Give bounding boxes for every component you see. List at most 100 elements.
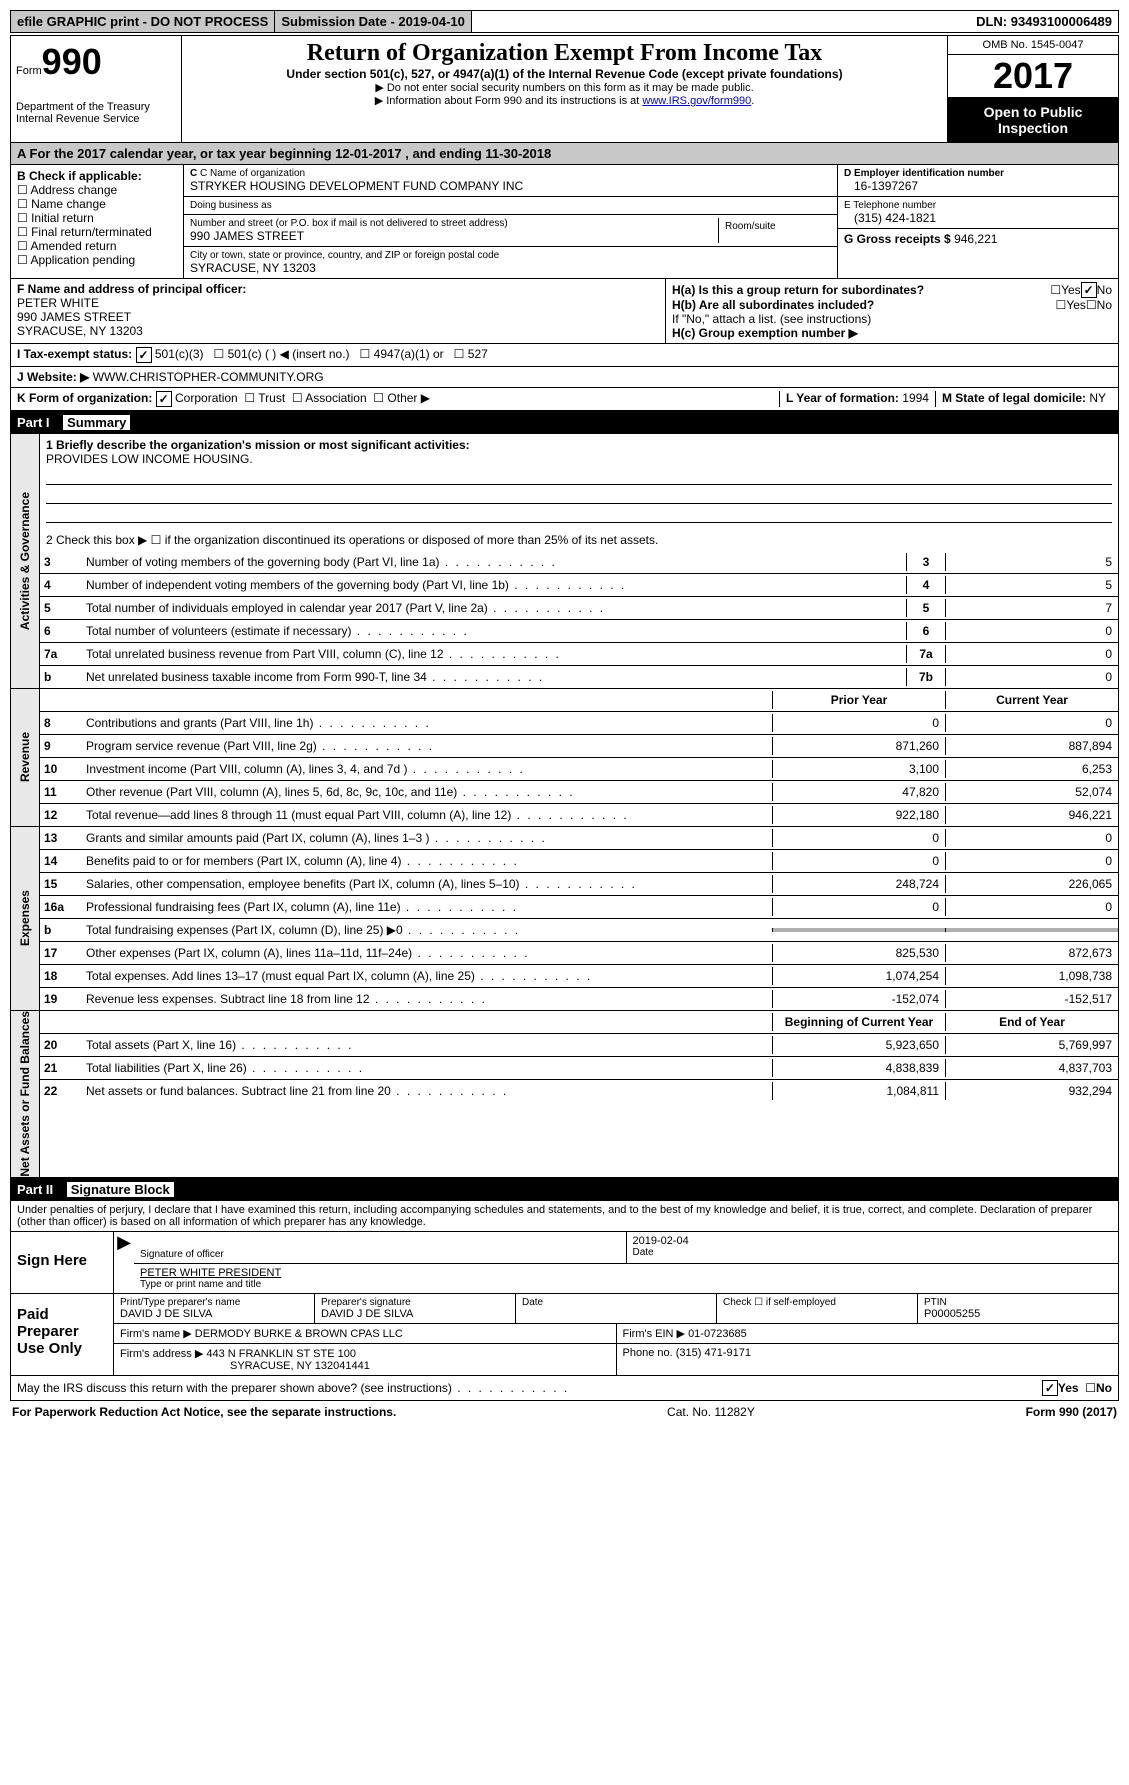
gov-row: 3 Number of voting members of the govern… <box>40 551 1118 574</box>
i-501c3-check[interactable]: ✓ <box>136 347 152 363</box>
form-header: Form990 Department of the Treasury Inter… <box>10 35 1119 143</box>
ha-label: H(a) Is this a group return for subordin… <box>672 283 924 297</box>
gov-row: 5 Total number of individuals employed i… <box>40 597 1118 620</box>
row-k: K Form of organization: ✓ Corporation ☐ … <box>11 387 1118 410</box>
street-val: 990 JAMES STREET <box>190 229 718 243</box>
cb-amended[interactable]: ☐ Amended return <box>17 239 177 253</box>
subdate-val: 2019-04-10 <box>398 14 465 29</box>
part2-header: Part II Signature Block <box>10 1178 1119 1201</box>
ssn-note: ▶ Do not enter social security numbers o… <box>190 81 939 94</box>
m-label: M State of legal domicile: <box>942 391 1089 405</box>
table-row: 11 Other revenue (Part VIII, column (A),… <box>40 781 1118 804</box>
row-i: I Tax-exempt status: ✓ 501(c)(3) ☐ 501(c… <box>11 343 1118 366</box>
i-501c3: 501(c)(3) <box>155 347 204 361</box>
irs: Internal Revenue Service <box>16 113 176 125</box>
i-527: 527 <box>468 347 488 361</box>
ha-no: No <box>1097 283 1112 297</box>
part1-label: Part I <box>17 415 50 430</box>
hc-label: H(c) Group exemption number ▶ <box>672 326 858 340</box>
top-bar: efile GRAPHIC print - DO NOT PROCESS Sub… <box>10 10 1119 33</box>
ptin-label: PTIN <box>924 1297 1112 1308</box>
header-right: OMB No. 1545-0047 2017 Open to Public In… <box>947 36 1118 142</box>
discuss-no: No <box>1096 1381 1112 1395</box>
k-assoc: Association <box>305 391 366 405</box>
firm-ein-label: Firm's EIN ▶ <box>623 1328 686 1340</box>
phone-val: (315) 424-1821 <box>844 211 1112 225</box>
room-label: Room/suite <box>725 221 825 232</box>
cb-final-return[interactable]: ☐ Final return/terminated <box>17 225 177 239</box>
subdate-label: Submission Date - <box>281 14 398 29</box>
form-word: Form <box>16 65 42 77</box>
sig-name-label: Type or print name and title <box>140 1279 1112 1290</box>
irs-link[interactable]: www.IRS.gov/form990 <box>642 95 751 107</box>
part2-label: Part II <box>17 1182 53 1197</box>
prep-sig-val: DAVID J DE SILVA <box>321 1308 509 1320</box>
prep-name-label: Print/Type preparer's name <box>120 1297 308 1308</box>
ha-yes[interactable]: ☐Yes <box>1050 283 1080 297</box>
ha-no-check[interactable]: ✓ <box>1081 282 1097 298</box>
officer-name: PETER WHITE <box>17 296 659 310</box>
form-subtitle: Under section 501(c), 527, or 4947(a)(1)… <box>190 67 939 81</box>
firm-ein-val: 01-0723685 <box>688 1328 747 1340</box>
cb-address-change[interactable]: ☐ Address change <box>17 183 177 197</box>
sig-name-val: PETER WHITE PRESIDENT <box>140 1267 1112 1279</box>
table-row: 15 Salaries, other compensation, employe… <box>40 873 1118 896</box>
hdr-prior: Prior Year <box>772 691 945 709</box>
gov-row: b Net unrelated business taxable income … <box>40 666 1118 688</box>
sig-date-label: Date <box>633 1247 1113 1258</box>
col-d: D Employer identification number 16-1397… <box>838 165 1118 278</box>
sig-date-val: 2019-02-04 <box>633 1235 1113 1247</box>
gov-row: 7a Total unrelated business revenue from… <box>40 643 1118 666</box>
discuss-yes-check[interactable]: ✓ <box>1042 1380 1058 1396</box>
sign-arrow-icon: ▶ <box>114 1232 134 1293</box>
hb-yes[interactable]: ☐Yes <box>1056 298 1086 312</box>
discuss-yes: Yes <box>1058 1381 1079 1395</box>
net-vlabel: Net Assets or Fund Balances <box>18 1011 32 1177</box>
form-title: Return of Organization Exempt From Incom… <box>190 40 939 67</box>
part1-title: Summary <box>63 415 130 430</box>
page-footer: For Paperwork Reduction Act Notice, see … <box>10 1401 1119 1423</box>
firm-addr-label: Firm's address ▶ <box>120 1348 203 1360</box>
table-row: 13 Grants and similar amounts paid (Part… <box>40 827 1118 850</box>
table-row: 8 Contributions and grants (Part VIII, l… <box>40 712 1118 735</box>
l-val: 1994 <box>902 391 929 405</box>
m-val: NY <box>1089 391 1106 405</box>
firm-phone-val: (315) 471-9171 <box>676 1347 751 1359</box>
k-corp-check[interactable]: ✓ <box>156 391 172 407</box>
efile-tag: efile GRAPHIC print - DO NOT PROCESS <box>11 11 275 32</box>
cb-name-change[interactable]: ☐ Name change <box>17 197 177 211</box>
form-number: 990 <box>42 41 102 82</box>
l-label: L Year of formation: <box>786 391 902 405</box>
col-b-checkboxes: B Check if applicable: ☐ Address change … <box>11 165 184 278</box>
officer-label: F Name and address of principal officer: <box>17 282 246 296</box>
prep-sig-label: Preparer's signature <box>321 1297 509 1308</box>
table-row: b Total fundraising expenses (Part IX, c… <box>40 919 1118 942</box>
gross-label: G Gross receipts $ <box>844 232 954 246</box>
hdr-begin: Beginning of Current Year <box>772 1013 945 1031</box>
firm-phone-label: Phone no. <box>623 1347 676 1359</box>
footer-left: For Paperwork Reduction Act Notice, see … <box>12 1405 396 1419</box>
ptin-val: P00005255 <box>924 1308 1112 1320</box>
table-row: 9 Program service revenue (Part VIII, li… <box>40 735 1118 758</box>
table-row: 17 Other expenses (Part IX, column (A), … <box>40 942 1118 965</box>
prep-name-val: DAVID J DE SILVA <box>120 1308 308 1320</box>
col-c: C C Name of organization STRYKER HOUSING… <box>184 165 838 278</box>
gov-vlabel: Activities & Governance <box>18 492 32 630</box>
hb-no[interactable]: ☐No <box>1086 298 1112 312</box>
k-trust: Trust <box>258 391 285 405</box>
firm-addr-val: 443 N FRANKLIN ST STE 100 <box>206 1348 356 1360</box>
officer-street: 990 JAMES STREET <box>17 310 659 324</box>
info-pre: ▶ Information about Form 990 and its ins… <box>375 95 643 107</box>
cb-application-pending[interactable]: ☐ Application pending <box>17 253 177 267</box>
self-emp-label: Check ☐ if self-employed <box>723 1297 911 1308</box>
exp-block: Expenses 13 Grants and similar amounts p… <box>10 827 1119 1011</box>
officer-city: SYRACUSE, NY 13203 <box>17 324 659 338</box>
city-label: City or town, state or province, country… <box>190 250 831 261</box>
net-block: Net Assets or Fund Balances Beginning of… <box>10 1011 1119 1178</box>
hdr-end: End of Year <box>945 1013 1118 1031</box>
gov-row: 6 Total number of volunteers (estimate i… <box>40 620 1118 643</box>
hb-label: H(b) Are all subordinates included? <box>672 298 874 312</box>
tax-year: 2017 <box>948 55 1118 98</box>
row-a: A For the 2017 calendar year, or tax yea… <box>11 143 1118 165</box>
cb-initial-return[interactable]: ☐ Initial return <box>17 211 177 225</box>
